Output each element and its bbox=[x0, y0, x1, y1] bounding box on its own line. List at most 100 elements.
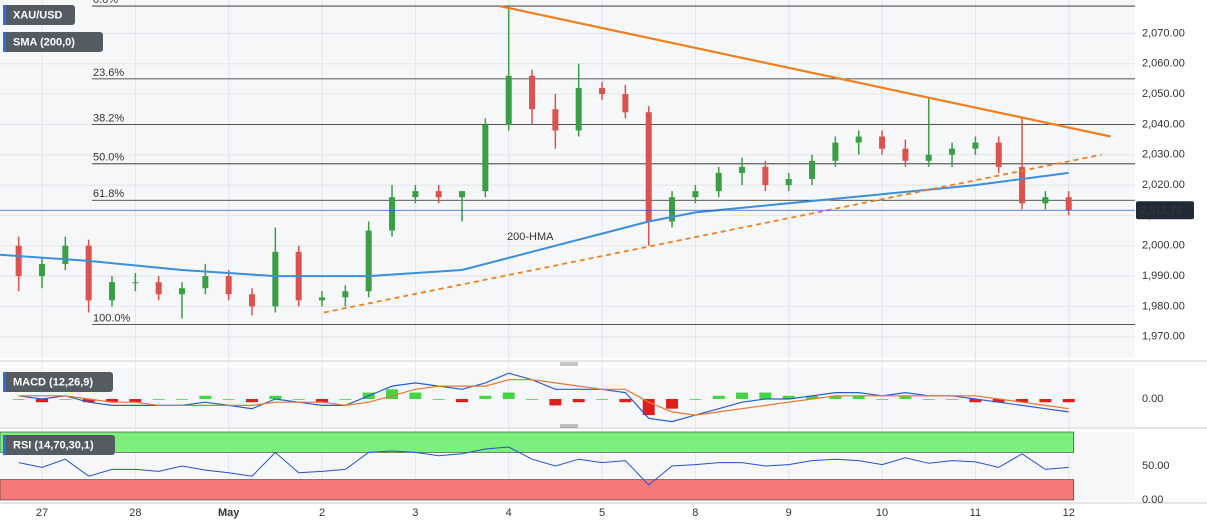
candle-body bbox=[925, 154, 932, 161]
overbought-band bbox=[0, 431, 1075, 453]
legend-marker bbox=[3, 5, 6, 25]
x-tick-label: 4 bbox=[506, 507, 512, 519]
histogram-bar bbox=[246, 399, 259, 403]
y-tick-label: 2,050.00 bbox=[1142, 88, 1185, 100]
macd-panel bbox=[0, 368, 1135, 427]
candle-body bbox=[669, 197, 676, 222]
last-price-label: 2,011.70 bbox=[1140, 205, 1182, 217]
candle-body bbox=[762, 166, 769, 186]
x-tick-label: 2 bbox=[319, 507, 325, 519]
candle-body bbox=[1042, 197, 1049, 204]
trend-line bbox=[323, 153, 1102, 314]
candle-body bbox=[552, 109, 559, 131]
candle-body bbox=[855, 136, 862, 143]
histogram-bar bbox=[1016, 399, 1029, 403]
legend-indicator: SMA (200,0) bbox=[13, 36, 75, 48]
candle-body bbox=[692, 191, 699, 198]
candle-body bbox=[342, 291, 349, 298]
y-tick-label: 1,990.00 bbox=[1142, 270, 1185, 282]
legend-marker bbox=[3, 435, 6, 455]
x-tick-label: 12 bbox=[1063, 507, 1075, 519]
histogram-bar bbox=[222, 399, 235, 400]
histogram-bar bbox=[82, 399, 95, 403]
candle-body bbox=[412, 191, 419, 198]
candle-body bbox=[575, 87, 582, 131]
histogram-bar bbox=[596, 399, 609, 400]
y-tick-label: 1,970.00 bbox=[1142, 331, 1185, 343]
candle-body bbox=[482, 124, 489, 192]
candle-body bbox=[179, 288, 186, 295]
x-tick-label: 8 bbox=[692, 507, 698, 519]
rsi-title: RSI (14,70,30,1) bbox=[13, 439, 94, 451]
hma-line bbox=[0, 171, 1069, 278]
fibonacci-label: 50.0% bbox=[93, 152, 124, 164]
histogram-bar bbox=[829, 395, 842, 399]
histogram-bar bbox=[409, 392, 422, 399]
oversold-band bbox=[0, 479, 1075, 501]
y-tick-label: 2,070.00 bbox=[1142, 27, 1185, 39]
histogram-bar bbox=[806, 395, 819, 399]
histogram-bar bbox=[689, 399, 702, 400]
histogram-bar bbox=[502, 392, 515, 399]
fibonacci-label: 23.6% bbox=[93, 67, 124, 79]
histogram-bar bbox=[759, 392, 772, 399]
legend-marker bbox=[3, 372, 6, 392]
candle-body bbox=[459, 191, 466, 198]
price-panel bbox=[0, 0, 1135, 358]
histogram-bar bbox=[152, 399, 165, 400]
candle-body bbox=[599, 87, 606, 95]
candle-body bbox=[15, 245, 22, 277]
macd-title: MACD (12,26,9) bbox=[13, 376, 93, 388]
y-tick-label: 2,040.00 bbox=[1142, 118, 1185, 130]
x-tick-label: 11 bbox=[970, 507, 981, 519]
legend-box bbox=[3, 435, 115, 455]
histogram-bar bbox=[456, 399, 469, 403]
legend-box bbox=[3, 372, 113, 392]
rsi-line bbox=[18, 446, 1069, 486]
candle-body bbox=[622, 94, 629, 113]
histogram-bar bbox=[922, 399, 935, 400]
y-tick-label: 0.00 bbox=[1142, 494, 1163, 506]
y-tick-label: 0.00 bbox=[1142, 393, 1163, 405]
histogram-bar bbox=[59, 399, 72, 400]
histogram-bar bbox=[666, 399, 679, 409]
histogram-bar bbox=[526, 399, 539, 400]
hma-label: 200-HMA bbox=[507, 231, 554, 243]
candle-body bbox=[529, 75, 536, 110]
histogram-bar bbox=[479, 395, 492, 399]
y-tick-label: 1,980.00 bbox=[1142, 300, 1185, 312]
candle-body bbox=[132, 282, 139, 284]
candle-body bbox=[319, 297, 326, 301]
candle-body bbox=[1065, 197, 1072, 211]
histogram-bar bbox=[432, 399, 445, 400]
histogram-bar bbox=[176, 399, 189, 400]
candle-body bbox=[995, 142, 1002, 167]
histogram-bar bbox=[852, 395, 865, 399]
histogram-bar bbox=[969, 399, 982, 403]
y-tick-label: 2,000.00 bbox=[1142, 240, 1185, 252]
legend-marker bbox=[3, 32, 6, 52]
candle-body bbox=[785, 179, 792, 186]
fibonacci-label: 61.8% bbox=[93, 188, 124, 200]
candle-body bbox=[739, 166, 746, 173]
legend-box bbox=[3, 5, 75, 25]
histogram-bar bbox=[619, 399, 632, 403]
candle-body bbox=[202, 276, 209, 289]
histogram-bar bbox=[876, 399, 889, 400]
candle-body bbox=[225, 276, 232, 295]
histogram-bar bbox=[712, 395, 725, 399]
candle-body bbox=[1019, 166, 1026, 204]
histogram-bar bbox=[992, 399, 1005, 403]
histogram-bar bbox=[782, 395, 795, 399]
candle-body bbox=[62, 245, 69, 264]
histogram-bar bbox=[899, 395, 912, 399]
histogram-bar bbox=[316, 399, 329, 403]
histogram-bar bbox=[386, 389, 399, 399]
candle-body bbox=[249, 294, 256, 307]
histogram-bar bbox=[292, 399, 305, 400]
candle-body bbox=[389, 197, 396, 231]
histogram-bar bbox=[339, 399, 352, 400]
fibonacci-label: 100.0% bbox=[93, 313, 131, 325]
histogram-bar bbox=[1062, 399, 1075, 403]
